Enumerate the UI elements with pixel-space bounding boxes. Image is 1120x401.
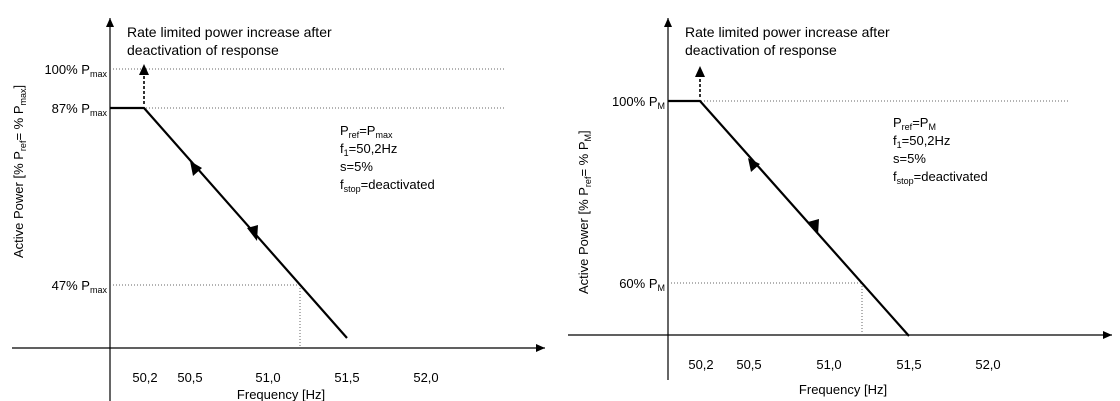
right-down-arrowhead <box>808 219 819 235</box>
left-rate-limit-arrowhead <box>139 64 149 75</box>
left-level-87-label: 87% Pmax <box>52 101 108 118</box>
left-y-axis-title: Active Power [% Pref= % Pmax] <box>11 85 28 258</box>
left-level-47-label: 47% Pmax <box>52 278 108 295</box>
left-param-f1: f1=50,2Hz <box>340 141 397 158</box>
right-up-arrowhead <box>748 158 760 172</box>
left-param-s: s=5% <box>340 159 373 174</box>
right-rate-limit-arrowhead <box>695 66 705 77</box>
right-param-fstop: fstop=deactivated <box>893 169 988 186</box>
right-annotation-line1: Rate limited power increase after <box>685 24 890 40</box>
left-param-fstop: fstop=deactivated <box>340 177 435 194</box>
right-x-tick-510: 51,0 <box>816 357 841 372</box>
left-x-axis-title: Frequency [Hz] <box>237 387 325 401</box>
left-x-tick-520: 52,0 <box>413 370 438 385</box>
left-annotation-line2: deactivation of response <box>127 42 279 58</box>
left-x-tick-505: 50,5 <box>177 370 202 385</box>
right-level-60-label: 60% PM <box>619 276 665 293</box>
left-annotation-line1: Rate limited power increase after <box>127 24 332 40</box>
left-down-arrowhead <box>247 225 258 241</box>
right-param-f1: f1=50,2Hz <box>893 133 950 150</box>
right-annotation-line2: deactivation of response <box>685 42 837 58</box>
right-x-tick-502: 50,2 <box>688 357 713 372</box>
right-chart-panel: Rate limited power increase after deacti… <box>568 18 1112 397</box>
left-up-arrowhead <box>190 161 202 176</box>
right-y-axis-title: Active Power [% Pref= % PM] <box>576 130 593 294</box>
right-param-s: s=5% <box>893 151 926 166</box>
left-param-pref: Pref=Pmax <box>340 123 393 140</box>
right-param-pref: Pref=PM <box>893 115 936 132</box>
left-x-tick-515: 51,5 <box>334 370 359 385</box>
left-droop-curve <box>110 106 348 339</box>
right-x-tick-520: 52,0 <box>975 357 1000 372</box>
right-x-tick-515: 51,5 <box>896 357 921 372</box>
left-chart-panel: Rate limited power increase after deacti… <box>11 18 545 401</box>
right-x-axis-title: Frequency [Hz] <box>799 382 887 397</box>
left-x-tick-502: 50,2 <box>132 370 157 385</box>
right-x-tick-505: 50,5 <box>736 357 761 372</box>
left-x-tick-510: 51,0 <box>255 370 280 385</box>
right-level-100-label: 100% PM <box>612 94 665 111</box>
left-level-100-label: 100% Pmax <box>44 62 107 79</box>
right-droop-curve <box>668 99 910 337</box>
